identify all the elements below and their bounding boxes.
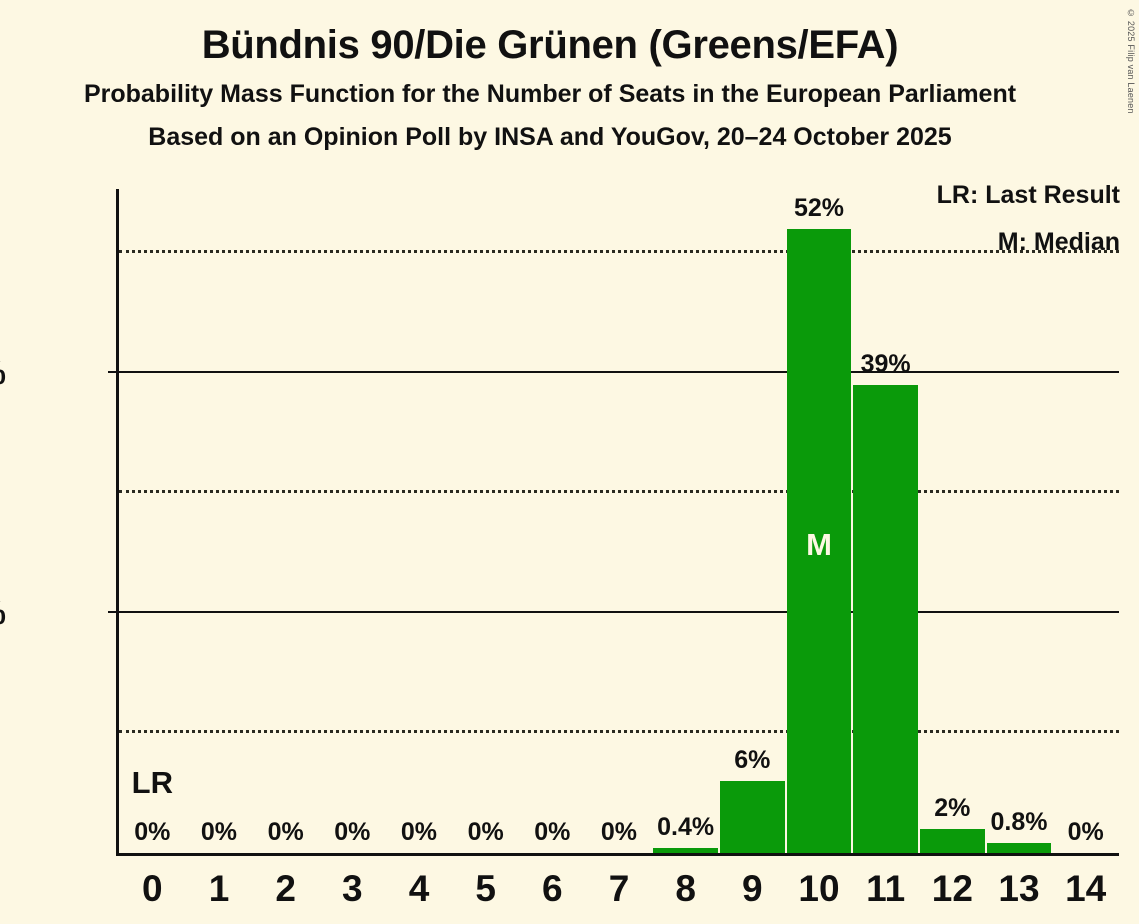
x-axis-label-seat-12: 12 xyxy=(931,868,973,909)
bar-column-seat-10[interactable]: 52% M xyxy=(786,189,853,853)
bar-value-label-seat-3: 0% xyxy=(334,818,371,846)
bar-column-seat-11[interactable]: 39% xyxy=(852,189,919,853)
bar-value-label-seat-10: 52% xyxy=(793,193,844,222)
x-axis-label-seat-14: 14 xyxy=(1065,868,1107,909)
bar-column-seat-5[interactable]: 0% xyxy=(452,189,519,853)
x-axis-label-seat-2: 2 xyxy=(275,868,296,909)
x-axis-label-seat-13: 13 xyxy=(998,868,1040,909)
bar-seat-8[interactable] xyxy=(653,848,718,853)
x-axis-label-seat-9: 9 xyxy=(742,868,763,909)
x-axis-label-seat-0: 0 xyxy=(142,868,163,909)
gridline-30 xyxy=(119,489,1119,493)
x-axis-label-seat-1: 1 xyxy=(208,868,230,909)
bar-seat-12[interactable] xyxy=(920,829,985,853)
bar-value-label-seat-8: 0.4% xyxy=(657,813,715,842)
x-axis-line xyxy=(116,853,1119,856)
x-axis-label-seat-11: 11 xyxy=(866,868,906,909)
bar-column-seat-12[interactable]: 2% xyxy=(919,189,986,853)
bar-column-seat-14[interactable]: 0% xyxy=(1052,189,1119,853)
gridline-20 xyxy=(119,610,1119,613)
bar-seat-10[interactable] xyxy=(786,228,852,853)
bar-column-seat-4[interactable]: 0% xyxy=(386,189,453,853)
x-axis-label-seat-5: 5 xyxy=(475,868,496,909)
title-block: Bündnis 90/Die Grünen (Greens/EFA) Proba… xyxy=(0,0,1100,151)
x-axis-labels: 0 1 2 3 4 5 6 7 8 9 10 11 12 13 14 xyxy=(119,868,1119,918)
bar-value-label-seat-7: 0% xyxy=(600,818,638,846)
bar-value-label-seat-0: 0% xyxy=(134,818,171,846)
bar-value-label-seat-4: 0% xyxy=(400,818,438,846)
bar-column-seat-1[interactable]: 0% xyxy=(186,189,253,853)
bar-value-label-seat-12: 2% xyxy=(934,794,971,822)
y-axis-label-40: 40% xyxy=(0,354,6,392)
bar-column-seat-6[interactable]: 0% xyxy=(519,189,586,853)
bar-value-label-seat-9: 6% xyxy=(734,745,771,774)
y-axis-line xyxy=(116,189,119,853)
gridline-50 xyxy=(119,249,1119,253)
gridline-40 xyxy=(119,370,1119,373)
x-axis-label-seat-3: 3 xyxy=(342,868,363,909)
bar-value-label-seat-5: 0% xyxy=(467,818,504,846)
bar-value-label-seat-6: 0% xyxy=(534,818,571,846)
bar-value-label-seat-14: 0% xyxy=(1067,818,1104,846)
bar-column-seat-8[interactable]: 0.4% xyxy=(652,189,719,853)
x-axis-label-seat-7: 7 xyxy=(608,868,630,909)
bar-seat-9[interactable] xyxy=(720,780,785,853)
gridline-10 xyxy=(119,729,1119,733)
legend: LR: Last Result M: Median xyxy=(937,183,1120,255)
bar-value-label-seat-1: 0% xyxy=(200,818,238,846)
last-result-marker: LR xyxy=(131,765,173,800)
y-axis-label-20: 20% xyxy=(0,594,6,632)
bar-column-seat-3[interactable]: 0% xyxy=(319,189,386,853)
median-marker: M xyxy=(806,526,832,562)
legend-item-last-result: LR: Last Result xyxy=(936,181,1120,209)
bar-seat-13[interactable] xyxy=(986,843,1052,853)
x-axis-label-seat-8: 8 xyxy=(675,868,696,909)
bar-value-label-seat-13: 0.8% xyxy=(990,808,1048,837)
x-axis-label-seat-4: 4 xyxy=(408,868,430,909)
chart-source-note: Based on an Opinion Poll by INSA and You… xyxy=(148,122,952,151)
bar-column-seat-13[interactable]: 0.8% xyxy=(986,189,1053,853)
x-axis-label-seat-10: 10 xyxy=(798,868,840,909)
y-tick-40 xyxy=(108,370,119,373)
copyright-notice: © 2025 Filip van Laenen xyxy=(1126,8,1136,114)
chart-plot-area: 0% LR 0% 0% 0% 0% 0% 0% 0% 0.4% 6% 52% M 39% 2% 0.8% 0% xyxy=(108,189,1119,856)
bar-column-seat-2[interactable]: 0% xyxy=(252,189,319,853)
x-axis-label-seat-6: 6 xyxy=(542,868,563,909)
bar-value-label-seat-11: 39% xyxy=(860,349,911,378)
bar-column-seat-9[interactable]: 6% xyxy=(719,189,786,853)
y-tick-20 xyxy=(108,610,119,613)
bar-value-label-seat-2: 0% xyxy=(267,818,304,846)
chart-subtitle: Probability Mass Function for the Number… xyxy=(83,80,1017,109)
page-title: Bündnis 90/Die Grünen (Greens/EFA) xyxy=(201,23,899,67)
bar-column-seat-7[interactable]: 0% xyxy=(586,189,653,853)
bar-column-seat-0[interactable]: 0% LR xyxy=(119,189,186,853)
bar-seat-11[interactable] xyxy=(853,384,918,853)
